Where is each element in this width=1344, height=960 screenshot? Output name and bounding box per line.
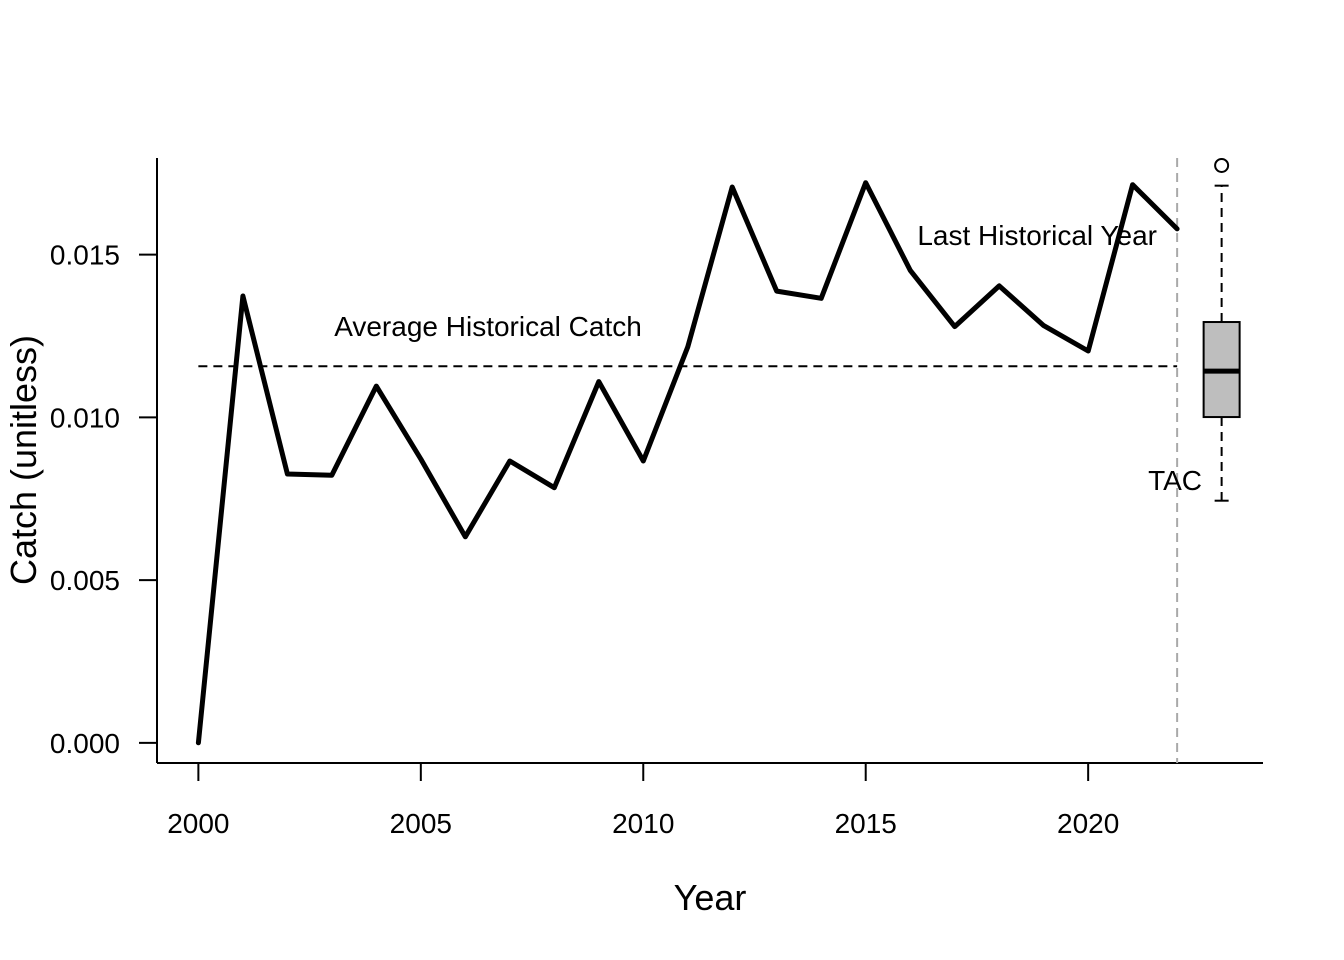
outlier-point [1214,157,1230,173]
tac-boxplot [1202,157,1241,502]
x-tick-label: 2015 [835,808,897,839]
x-tick-label: 2005 [390,808,452,839]
catch-series-line [195,180,1180,746]
y-tick-label: 0.005 [50,565,120,596]
average-line-label: Average Historical Catch [334,311,642,342]
last-year-line-label: Last Historical Year [917,220,1157,251]
y-tick-label: 0.015 [50,240,120,271]
x-tick-label: 2000 [167,808,229,839]
series-group [195,180,1180,746]
y-axis-title: Catch (unitless) [3,335,44,585]
x-tick-label: 2020 [1057,808,1119,839]
x-tick-label: 2010 [612,808,674,839]
tac-label: TAC [1148,465,1202,496]
x-axis-title: Year [674,877,747,918]
chart-text: Year Catch (unitless) Average Historical… [3,220,1202,918]
axes: 0.000 0.005 0.010 0.015 2000 2005 2010 2015 2020 [50,158,1263,839]
y-tick-label: 0.010 [50,402,120,433]
reference-lines [198,158,1179,763]
y-tick-label: 0.000 [50,728,120,759]
